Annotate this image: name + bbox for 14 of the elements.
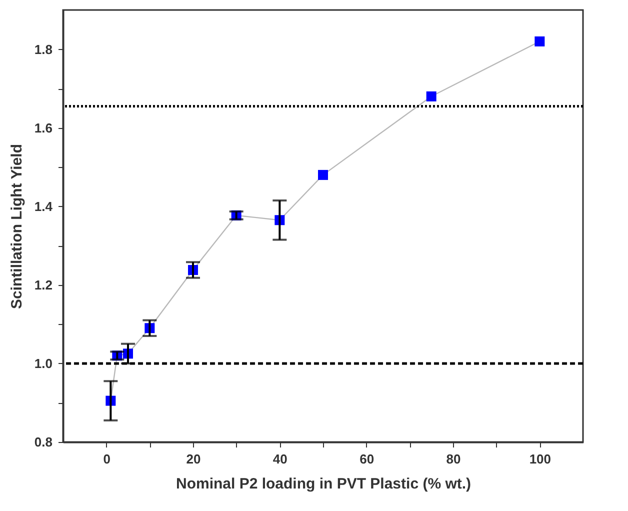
x-tick-label: 60 [360, 452, 374, 466]
y-tick-label: 0.8 [34, 434, 52, 450]
y-tick-label: 1.8 [34, 42, 52, 57]
x-axis-title: Nominal P2 loading in PVT Plastic (% wt.) [176, 476, 472, 492]
y-tick-label: 1.0 [34, 356, 52, 371]
y-tick-label: 1.4 [34, 198, 54, 214]
y-tick-label: 1.6 [34, 120, 52, 136]
x-tick-label: 80 [446, 452, 461, 466]
y-tick-label: 1.2 [34, 277, 52, 292]
x-tick-label: 100 [529, 452, 552, 466]
x-tick-label: 0 [103, 452, 110, 466]
y-axis-title: Scintillation Light Yield [8, 144, 26, 310]
x-tick-label: 40 [272, 452, 288, 466]
x-tick-label: 20 [186, 452, 201, 466]
